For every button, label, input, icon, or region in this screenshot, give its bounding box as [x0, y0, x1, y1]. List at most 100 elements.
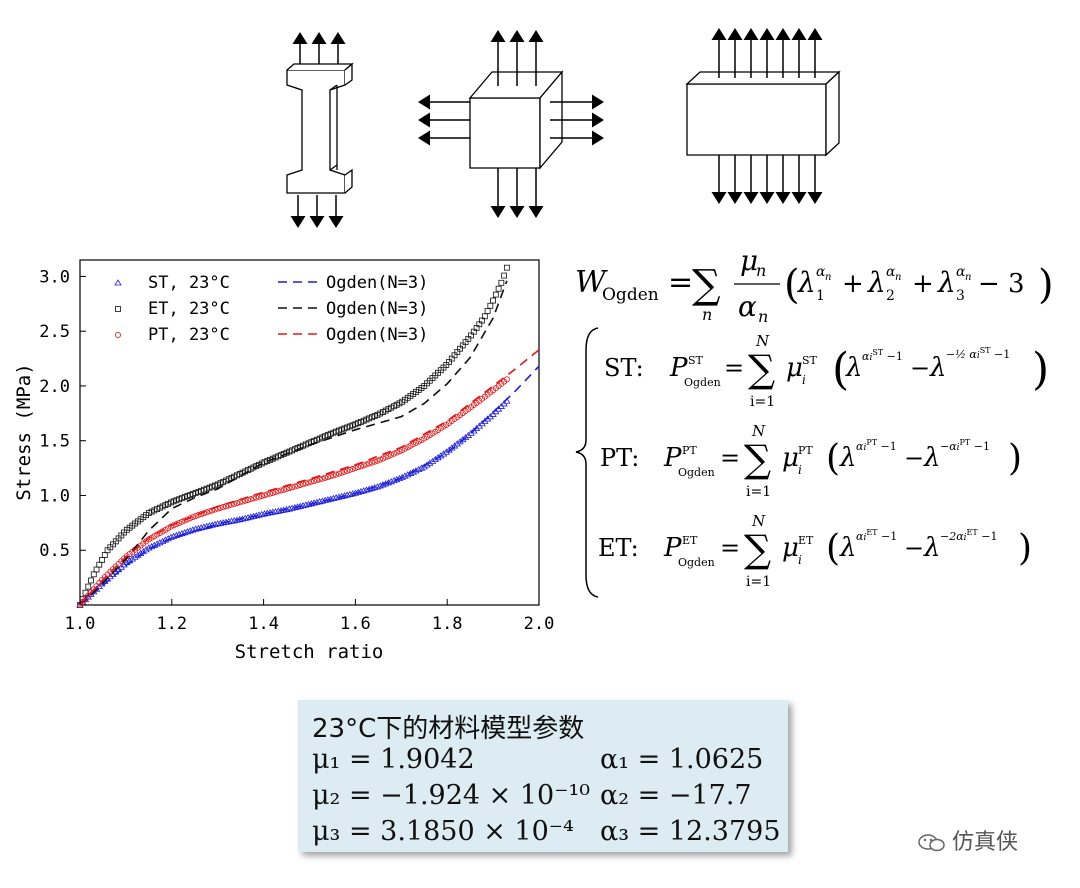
parameter-box-title: 23°C下的材料模型参数	[312, 714, 585, 744]
series-fit	[79, 280, 508, 606]
formula-w-sub: Ogden	[602, 285, 659, 305]
svg-text:): )	[1008, 438, 1022, 479]
svg-text:−½ αiST −1: −½ αiST −1	[946, 346, 1010, 361]
alpha1-value: α₁ = 1.0625	[600, 744, 764, 775]
data-point	[115, 332, 122, 339]
svg-text:−: −	[904, 444, 924, 472]
load-case-sketches	[286, 28, 841, 228]
data-point	[167, 533, 175, 540]
data-point	[498, 279, 505, 286]
svg-text:=: =	[724, 354, 744, 382]
svg-text:(: (	[826, 438, 840, 479]
svg-text:n: n	[965, 272, 971, 283]
chart-axes: 1.0 1.2 1.4 1.6 1.8 2.0 0.5 1.0 1.5 2.0 2.5 3.0	[39, 267, 554, 634]
svg-text:λ: λ	[839, 533, 856, 563]
alpha2-value: α₂ = −17.7	[600, 780, 752, 811]
data-point	[326, 495, 335, 502]
legend-label: Ogden(N=3)	[326, 273, 428, 293]
svg-text:−2αiET −1: −2αiET −1	[940, 528, 997, 543]
data-point	[158, 537, 167, 544]
y-tick-label: 0.5	[39, 541, 70, 561]
param-row-1: μ₁ = 1.9042 α₁ = 1.0625	[312, 744, 782, 778]
svg-text:): )	[1032, 344, 1049, 395]
data-point	[285, 505, 294, 512]
svg-text:N: N	[751, 422, 766, 440]
svg-text:i: i	[802, 373, 806, 387]
svg-text:∑: ∑	[744, 437, 771, 481]
data-point	[172, 531, 181, 538]
svg-text:Ogden: Ogden	[678, 466, 715, 479]
svg-text:i: i	[798, 463, 802, 477]
svg-text:μ: μ	[782, 533, 799, 563]
data-point	[316, 476, 323, 483]
svg-text:α: α	[956, 264, 966, 280]
data-point	[85, 583, 92, 590]
svg-text:λ: λ	[923, 443, 940, 473]
x-tick-label: 2.0	[524, 614, 555, 634]
svg-text:): )	[1018, 528, 1032, 569]
data-point	[195, 512, 202, 519]
svg-text:−: −	[904, 534, 924, 562]
svg-text:ET:: ET:	[598, 534, 639, 562]
formula-mu: μ	[740, 244, 758, 277]
data-point	[167, 523, 174, 530]
wechat-icon	[918, 834, 945, 852]
svg-text:P: P	[663, 443, 682, 473]
material-parameter-box: 23°C下的材料模型参数 μ₁ = 1.9042 α₁ = 1.0625 μ₂ …	[298, 700, 788, 852]
data-point	[398, 473, 406, 480]
svg-text:∑: ∑	[748, 347, 775, 391]
data-point	[319, 475, 326, 482]
legend-label: ET, 23°C	[148, 299, 230, 319]
data-point	[346, 490, 354, 497]
data-point	[183, 528, 192, 535]
data-point	[401, 472, 409, 479]
svg-text:α: α	[816, 264, 826, 280]
chart-legend: ST, 23°C ET, 23°C PT, 23°C Ogden(N=3) Ogden(…	[114, 273, 428, 345]
data-point	[302, 501, 310, 508]
data-point	[368, 459, 375, 466]
data-point	[114, 279, 122, 286]
formula-sum-sub: n	[702, 305, 712, 324]
pt-formula: PT: P PT Ogden = ∑ N i=1 μ PT i ( λ αiPT…	[600, 422, 1022, 500]
chart-marks	[76, 264, 540, 608]
formula-lambda-1: λ	[797, 266, 816, 299]
y-tick-label: 2.0	[39, 377, 70, 397]
data-point	[244, 514, 252, 521]
data-point	[492, 291, 499, 298]
x-tick-label: 1.6	[340, 614, 371, 634]
fit-line	[79, 365, 540, 606]
data-point	[428, 457, 437, 464]
svg-text:(: (	[826, 528, 840, 569]
data-point	[371, 458, 378, 465]
data-point	[374, 457, 381, 464]
data-point	[247, 496, 254, 503]
svg-text:n: n	[825, 272, 831, 283]
svg-text:(: (	[784, 262, 800, 308]
data-point	[341, 468, 348, 475]
data-point	[213, 520, 222, 527]
svg-text:ST: ST	[688, 354, 704, 367]
mu1-value: μ₁ = 1.9042	[312, 744, 475, 775]
svg-text:(: (	[832, 344, 849, 395]
svg-text:n: n	[895, 272, 901, 283]
data-point	[211, 520, 219, 528]
svg-text:α: α	[886, 264, 896, 280]
data-point	[197, 524, 205, 531]
legend-label: Ogden(N=3)	[326, 325, 428, 345]
svg-text:3: 3	[956, 288, 965, 304]
data-point	[377, 456, 384, 463]
x-axis-label: Stretch ratio	[235, 641, 384, 663]
svg-text:PT: PT	[682, 444, 697, 457]
param-row-2: μ₂ = −1.924 × 10⁻¹⁰ α₂ = −17.7	[312, 780, 782, 814]
uniaxial-specimen-sketch	[286, 32, 354, 228]
data-point	[258, 510, 266, 517]
data-point	[333, 471, 340, 478]
st-formula: ST: P ST Ogden = ∑ N i=1 μ ST i ( λ αiST…	[604, 332, 1049, 410]
data-point	[349, 466, 356, 473]
data-point	[388, 451, 395, 458]
formula-sum: ∑	[692, 262, 721, 308]
data-point	[305, 479, 312, 486]
